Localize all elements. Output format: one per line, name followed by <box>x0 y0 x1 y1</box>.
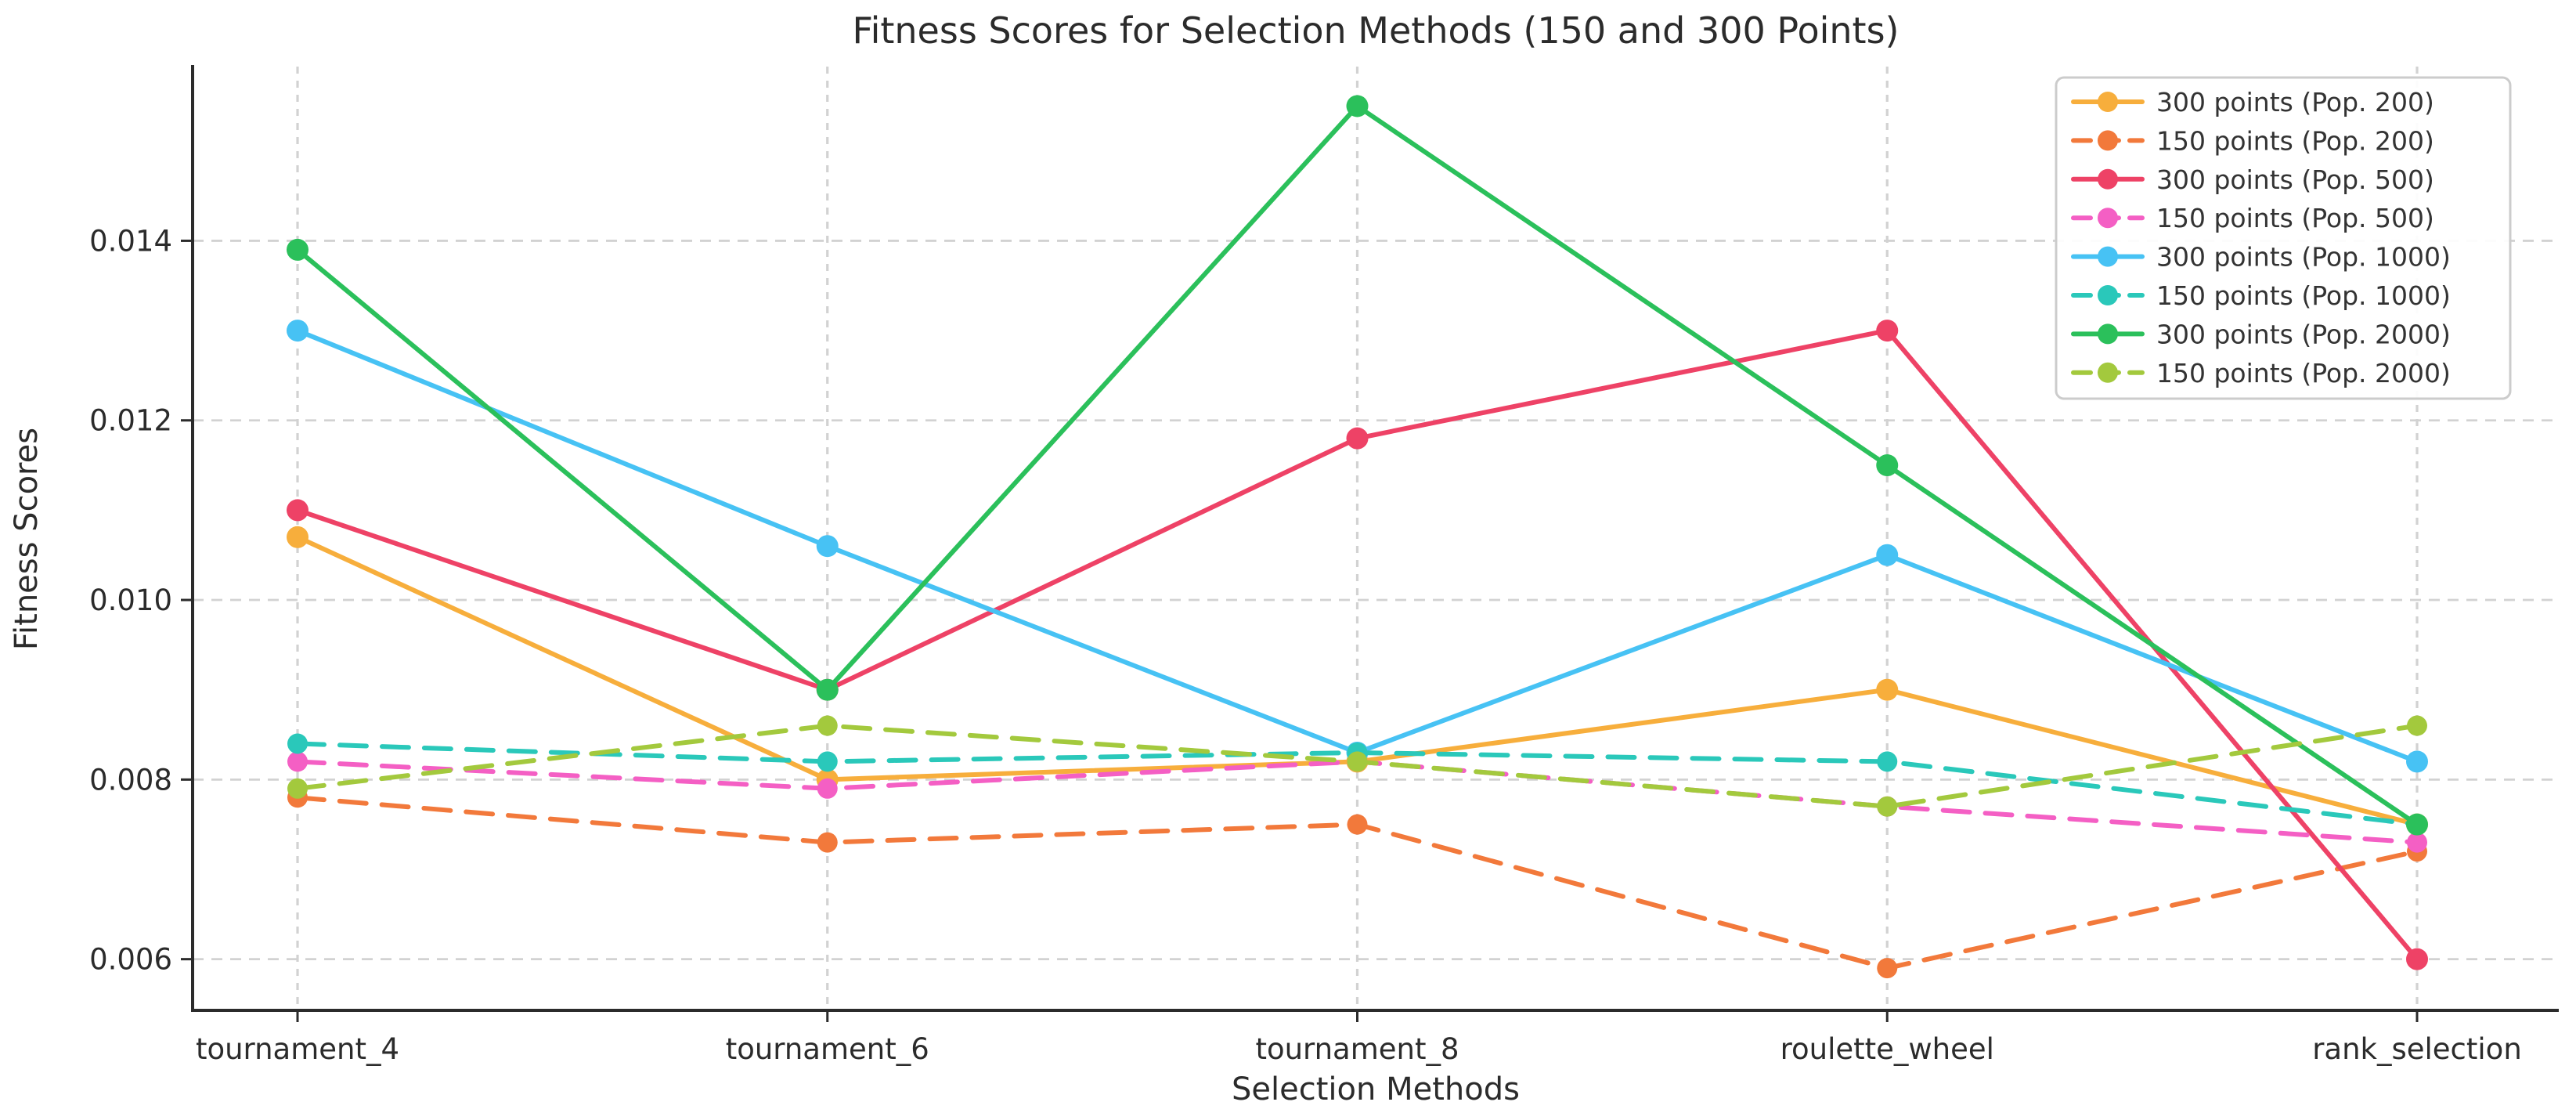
data-point <box>1877 751 1898 772</box>
legend-item: 300 points (Pop. 200) <box>2071 87 2434 117</box>
series-150-points-pop-200- <box>287 787 2427 979</box>
data-point <box>816 535 839 558</box>
data-point <box>817 778 838 799</box>
data-point <box>2407 715 2427 736</box>
data-point <box>287 238 308 261</box>
legend: 300 points (Pop. 200) 150 points (Pop. 20… <box>2055 76 2512 400</box>
legend-swatch-marker <box>2098 208 2118 229</box>
data-point <box>1876 544 1899 566</box>
data-point <box>1876 454 1899 477</box>
x-tick-label: roulette_wheel <box>1780 1032 1994 1066</box>
legend-swatch-marker <box>2098 130 2118 151</box>
legend-item: 150 points (Pop. 1000) <box>2071 280 2451 311</box>
x-tick-label: tournament_6 <box>726 1032 929 1066</box>
data-point <box>816 678 839 701</box>
y-tick-label: 0.008 <box>89 763 172 797</box>
data-point <box>1347 751 1368 772</box>
y-tick-label: 0.010 <box>89 583 172 617</box>
data-point <box>1877 958 1898 979</box>
data-point <box>2407 832 2427 853</box>
legend-label: 300 points (Pop. 1000) <box>2156 242 2451 273</box>
legend-box <box>2055 76 2512 400</box>
data-point <box>287 733 308 754</box>
axes-layer: 0.006 0.008 0.010 0.012 0.014 tournament_4 tou… <box>89 65 2559 1066</box>
data-point <box>1876 320 1899 342</box>
series-layer <box>287 95 2428 979</box>
x-tick-label: tournament_8 <box>1255 1032 1459 1066</box>
series-150-points-pop-2000- <box>287 715 2427 817</box>
y-tick-label: 0.014 <box>89 224 172 258</box>
data-point <box>2406 750 2428 773</box>
legend-item: 300 points (Pop. 1000) <box>2071 242 2451 273</box>
legend-swatch-marker <box>2098 362 2118 383</box>
data-point <box>1877 796 1898 817</box>
data-point <box>287 320 308 342</box>
data-point <box>2406 948 2428 970</box>
data-point <box>1876 678 1899 701</box>
legend-item: 300 points (Pop. 2000) <box>2071 319 2451 349</box>
legend-item: 150 points (Pop. 200) <box>2071 125 2434 156</box>
y-axis-label: Fitness Scores <box>9 428 45 650</box>
legend-item: 150 points (Pop. 2000) <box>2071 358 2451 388</box>
data-point <box>1347 814 1368 835</box>
legend-swatch-marker <box>2098 323 2118 345</box>
data-point <box>817 751 838 772</box>
legend-label: 300 points (Pop. 500) <box>2156 164 2434 195</box>
legend-label: 150 points (Pop. 2000) <box>2156 358 2451 388</box>
legend-label: 150 points (Pop. 200) <box>2156 125 2434 156</box>
legend-swatch-marker <box>2098 285 2118 305</box>
data-point <box>1346 95 1369 117</box>
data-point <box>287 751 308 772</box>
series-300-points-pop-2000- <box>287 95 2428 836</box>
data-point <box>817 832 838 853</box>
legend-swatch-marker <box>2098 92 2118 112</box>
legend-swatch-marker <box>2098 168 2118 190</box>
legend-label: 150 points (Pop. 1000) <box>2156 280 2451 311</box>
data-point <box>287 526 308 548</box>
data-point <box>817 715 838 736</box>
legend-item: 300 points (Pop. 500) <box>2071 164 2434 195</box>
y-tick-label: 0.006 <box>89 943 172 977</box>
data-point <box>287 778 308 799</box>
x-tick-label: tournament_4 <box>196 1032 399 1066</box>
legend-label: 150 points (Pop. 500) <box>2156 203 2434 233</box>
data-point <box>2406 813 2428 836</box>
legend-item: 150 points (Pop. 500) <box>2071 203 2434 233</box>
data-point <box>1346 427 1369 450</box>
x-axis-label: Selection Methods <box>1232 1071 1520 1107</box>
data-point <box>287 499 308 522</box>
x-tick-label: rank_selection <box>2312 1032 2522 1066</box>
legend-swatch-marker <box>2098 246 2118 267</box>
chart-title: Fitness Scores for Selection Methods (15… <box>852 9 1899 52</box>
legend-label: 300 points (Pop. 2000) <box>2156 319 2451 349</box>
y-tick-label: 0.012 <box>89 404 172 438</box>
legend-label: 300 points (Pop. 200) <box>2156 87 2434 117</box>
